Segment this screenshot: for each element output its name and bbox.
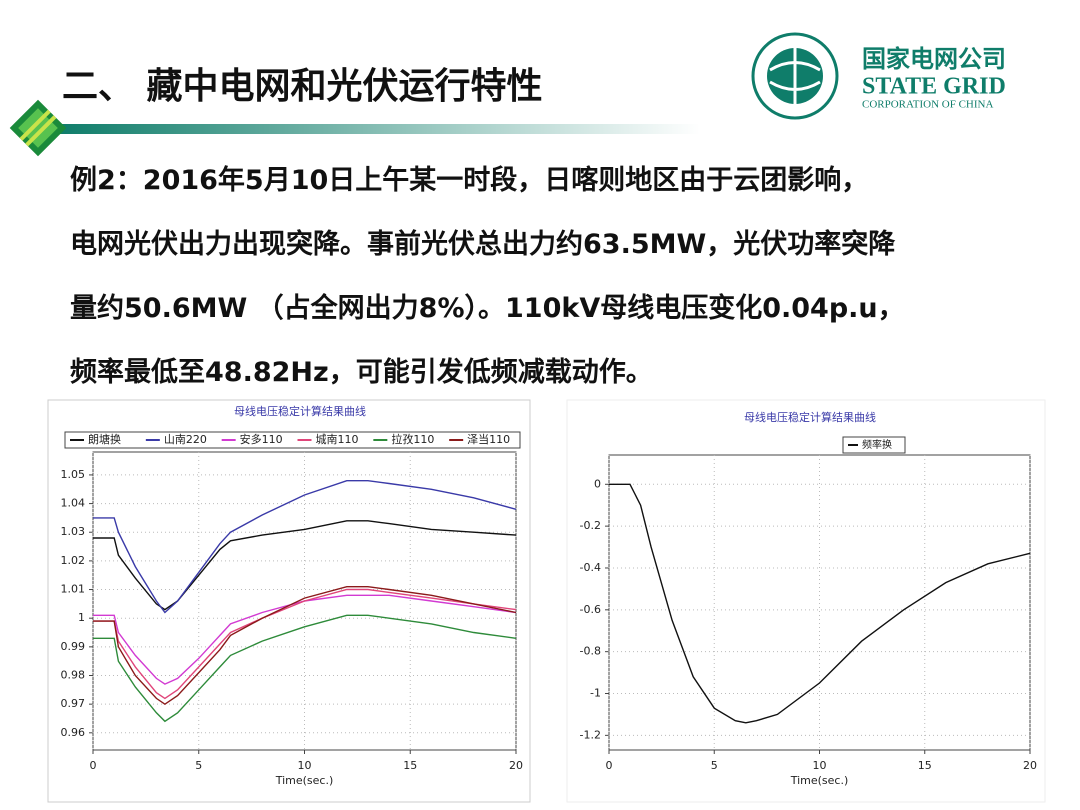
legend xyxy=(842,436,906,454)
y-tick-label: 1.02 xyxy=(61,554,86,567)
logo-mark xyxy=(751,32,839,120)
y-tick-label: -0.2 xyxy=(580,519,601,532)
legend-label: 频率换 xyxy=(862,438,892,451)
title-underline xyxy=(60,124,700,134)
x-tick-label: 0 xyxy=(606,759,613,772)
legend-label: 朗塘换 xyxy=(88,432,121,446)
series-line xyxy=(609,483,1031,724)
x-tick-label: 15 xyxy=(918,759,932,772)
chart-title: 母线电压稳定计算结果曲线 xyxy=(234,404,366,418)
paragraph-line: 量约50.6MW （占全网出力8%）。110kV母线电压变化0.04p.u， xyxy=(70,293,905,324)
x-tick-label: 20 xyxy=(509,759,523,772)
plot-area xyxy=(608,454,1031,751)
x-tick-label: 10 xyxy=(813,759,827,772)
y-tick-label: 1.05 xyxy=(61,468,86,481)
y-tick-label: -1.2 xyxy=(580,728,601,741)
x-axis-label: Time(sec.) xyxy=(790,774,849,787)
title-icon xyxy=(9,99,67,157)
series-line xyxy=(93,520,517,611)
logo-en: STATE GRID xyxy=(862,74,1006,100)
y-tick-label: -1 xyxy=(590,687,601,700)
y-tick-label: 0.97 xyxy=(61,697,86,710)
x-axis-label: Time(sec.) xyxy=(275,774,334,787)
legend-label: 山南220 xyxy=(164,433,207,446)
series-line xyxy=(93,614,517,723)
y-tick-label: 0.98 xyxy=(61,669,86,682)
legend-label: 泽当110 xyxy=(467,432,510,446)
paragraph-line: 电网光伏出力出现突降。事前光伏总出力约63.5MW，光伏功率突降 xyxy=(70,229,896,260)
y-tick-label: 0.96 xyxy=(61,726,86,739)
y-tick-label: -0.6 xyxy=(580,603,601,616)
x-tick-label: 10 xyxy=(298,759,312,772)
legend xyxy=(64,431,521,449)
y-tick-label: 1.03 xyxy=(61,525,86,538)
y-tick-label: -0.4 xyxy=(580,561,601,574)
y-tick-label: 0.99 xyxy=(61,640,86,653)
legend-label: 安多110 xyxy=(240,432,283,446)
y-tick-label: 1 xyxy=(78,611,85,624)
legend-label: 城南110 xyxy=(316,433,359,446)
x-tick-label: 0 xyxy=(90,759,97,772)
x-tick-label: 20 xyxy=(1023,759,1037,772)
x-tick-label: 5 xyxy=(711,759,718,772)
y-tick-label: -0.8 xyxy=(580,645,601,658)
paragraph-line: 例2：2016年5月10日上午某一时段，日喀则地区由于云团影响， xyxy=(70,165,869,196)
x-tick-label: 5 xyxy=(195,759,202,772)
y-tick-label: 1.04 xyxy=(61,497,86,510)
y-tick-label: 0 xyxy=(594,477,601,490)
series-line xyxy=(93,586,517,706)
y-tick-label: 1.01 xyxy=(61,583,86,596)
logo-cn: 国家电网公司 xyxy=(862,45,1006,73)
logo-en-sub: CORPORATION OF CHINA xyxy=(862,99,993,111)
series-line xyxy=(93,594,517,685)
chart-title: 母线电压稳定计算结果曲线 xyxy=(744,410,876,424)
slide-title: 二、 藏中电网和光伏运行特性 xyxy=(62,66,543,107)
series-line xyxy=(93,480,517,614)
legend-label: 拉孜110 xyxy=(391,432,434,446)
x-tick-label: 15 xyxy=(403,759,417,772)
paragraph-line: 频率最低至48.82Hz，可能引发低频减载动作。 xyxy=(70,357,653,388)
series-line xyxy=(93,588,517,700)
